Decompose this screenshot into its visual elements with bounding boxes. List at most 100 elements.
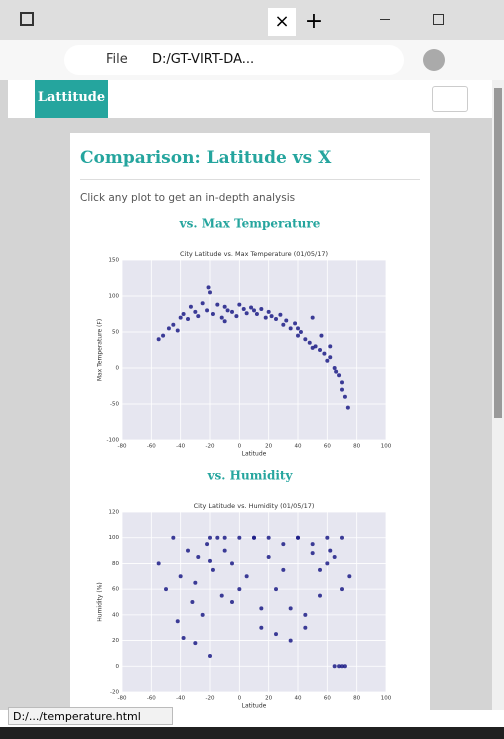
status-bar: D:/.../temperature.html [8,707,173,725]
y-tick-label: -50 [110,402,119,408]
instructions: Click any plot to get an in-depth analys… [80,192,296,204]
point [244,311,249,316]
point [171,535,176,540]
url: D:/GT-VIRT-DA... [152,52,255,67]
plot-area [122,512,386,692]
x-tick-label: -40 [176,444,185,450]
point [208,290,212,295]
point [181,636,186,640]
minimize[interactable] [380,19,390,20]
point [193,641,198,646]
point [230,309,234,314]
point [175,328,180,333]
point [222,319,227,324]
point [303,337,308,342]
point [288,326,293,331]
point [252,535,256,540]
point [313,344,318,349]
point [193,309,198,314]
x-axis-label: Latitude [242,703,267,710]
point [266,535,271,540]
address-bar[interactable]: File D:/GT-VIRT-DA... [64,45,404,75]
plot-title: City Latitude vs. Humidity (01/05/17) [194,502,315,510]
point [296,326,300,331]
y-tick-label: 0 [116,366,120,372]
scroll-thumb[interactable] [494,88,502,418]
point [342,664,347,669]
point [263,315,268,320]
x-tick-label: -60 [147,444,156,450]
point [196,314,201,319]
point [284,318,289,323]
new-tab[interactable]: + [304,9,324,34]
point [332,664,337,669]
point [274,587,278,592]
profile[interactable] [423,49,445,71]
point [332,555,337,559]
point [266,555,271,559]
x-tick-label: 100 [381,444,392,450]
point [328,355,333,360]
point [310,315,315,320]
point [288,606,293,611]
point [222,548,227,553]
point [219,593,224,598]
y-tick-label: 100 [109,294,120,300]
point [237,302,242,307]
point [259,306,264,311]
x-tick-label: 0 [238,444,242,450]
point [237,535,242,540]
x-axis-label: Latitude [242,451,267,458]
point [318,567,322,572]
taskbar [0,727,504,739]
point [196,555,201,559]
tab-close[interactable]: × [268,8,296,36]
point [322,351,327,356]
point [166,326,171,331]
point [225,308,230,313]
point [208,654,212,658]
point [342,394,347,399]
x-tick-label: 0 [238,696,242,702]
point [188,304,193,309]
point [340,387,344,392]
y-tick-label: 80 [112,561,119,567]
y-tick-label: -100 [107,438,120,444]
point [164,587,168,592]
maximize[interactable] [433,14,444,25]
x-tick-label: 80 [353,696,360,702]
x-tick-label: 40 [295,696,302,702]
point [310,551,315,556]
card: Comparison: Latitude vs X Click any plot… [70,133,430,710]
point [328,548,333,553]
point [296,333,300,338]
y-tick-label: 0 [116,664,120,670]
tab-icon[interactable] [20,12,34,26]
x-tick-label: -60 [147,696,156,702]
point [274,632,278,637]
brand[interactable]: Lattitude [35,80,108,118]
point [230,600,234,604]
y-tick-label: 40 [112,612,119,618]
point [208,558,212,563]
point [208,535,212,540]
point [347,574,352,579]
x-tick-label: 20 [265,444,272,450]
point [340,535,344,540]
y-tick-label: 150 [109,258,120,264]
y-tick-label: 60 [112,587,119,593]
point [190,600,195,604]
point [249,305,254,310]
point [281,542,286,547]
x-tick-label: 60 [324,444,331,450]
point [340,380,344,385]
menu-button[interactable] [432,86,468,112]
point [171,322,176,327]
plot-title: City Latitude vs. Max Temperature (01/05… [180,250,328,258]
point [281,567,286,572]
point [215,302,220,307]
tab-bar: × + [0,0,504,40]
point [259,606,264,611]
point [206,285,211,290]
x-tick-label: -20 [206,444,215,450]
